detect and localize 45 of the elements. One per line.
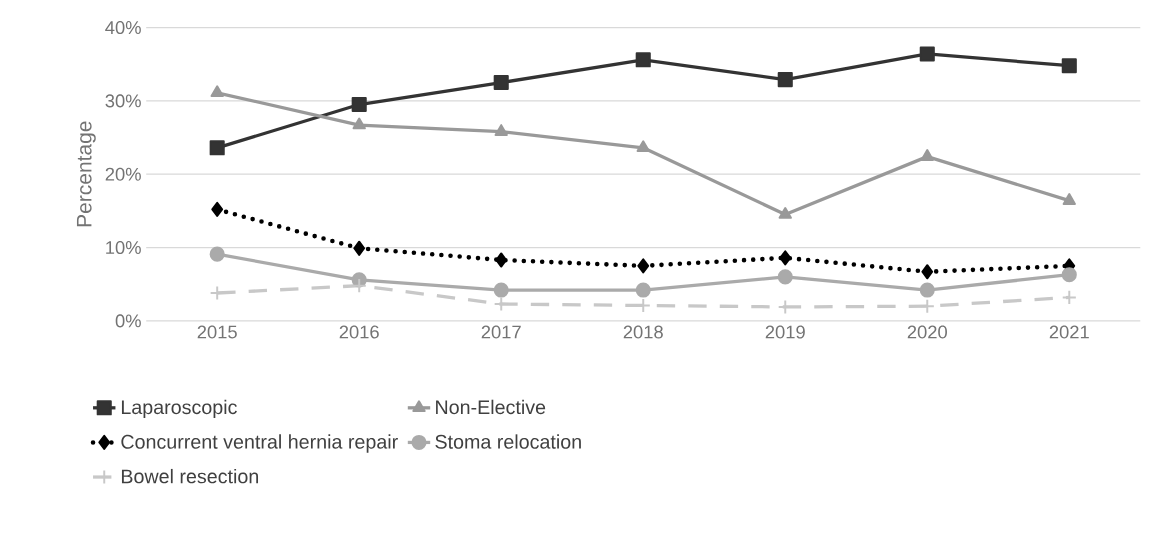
y-tick-label: 30% [105,94,141,108]
point [920,149,934,161]
point [1061,289,1077,305]
point [352,117,366,130]
point [353,240,366,256]
point [919,46,935,62]
point [210,85,224,98]
y-tick-label: 20% [105,167,141,181]
x-tick-label: 2017 [481,325,521,339]
point [209,140,225,156]
point [778,206,792,219]
point [209,246,225,262]
point [637,258,650,274]
point [919,282,935,298]
legend-label: Bowel resection [121,468,259,484]
x-tick-label: 2018 [623,325,663,339]
x-tick-label: 2019 [765,325,805,339]
point [493,74,509,91]
y-tick-label: 0% [115,314,141,328]
legend-label: Laparoscopic [121,399,237,419]
x-tick-label: 2020 [907,325,947,339]
point [636,140,650,153]
point [1062,193,1076,205]
x-tick-label: 2021 [1049,325,1089,339]
point [493,282,509,298]
point [211,201,224,217]
point [351,96,367,113]
point [779,250,792,266]
point [494,124,508,136]
x-tick-label: 2015 [197,325,237,339]
legend-label: Stoma relocation [435,434,581,449]
point [495,252,508,268]
point [1061,58,1077,74]
point [635,52,651,68]
y-tick-label: 10% [106,240,141,255]
y-tick-label: 40% [105,21,141,35]
point [1061,267,1077,283]
point [635,282,651,298]
x-tick-label: 2016 [339,325,379,339]
point [777,72,793,88]
y-axis-title: Percentage [76,121,96,227]
point [777,269,793,285]
legend-label: Concurrent ventral hernia repair [121,434,398,453]
point [921,264,934,280]
legend-label: Non-Elective [436,399,546,415]
